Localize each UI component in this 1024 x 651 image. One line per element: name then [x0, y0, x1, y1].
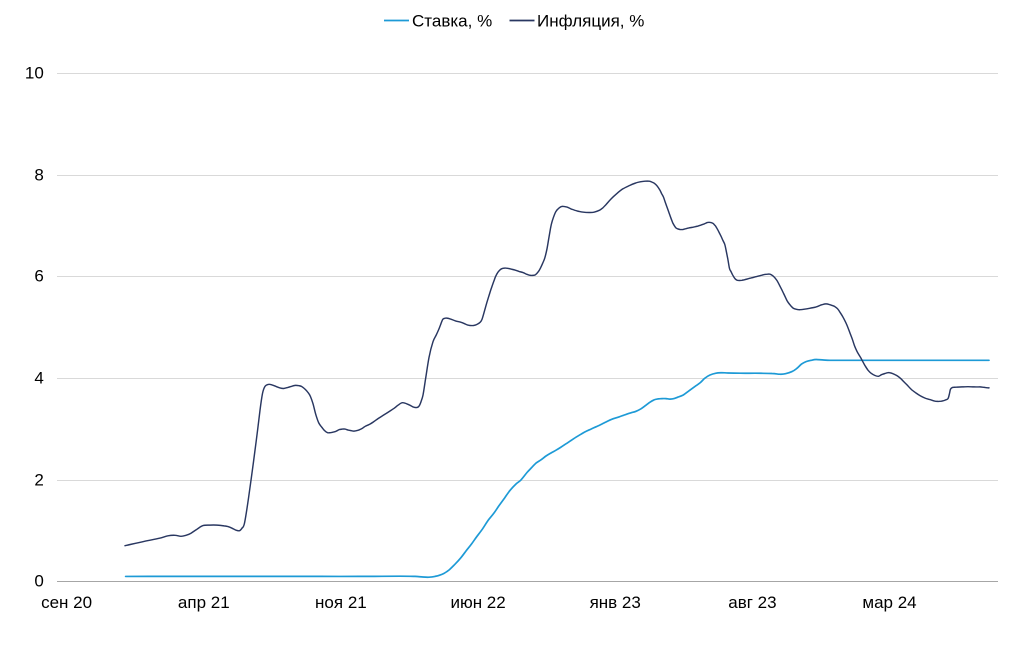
- svg-text:авг 23: авг 23: [728, 593, 776, 612]
- svg-text:мар 24: мар 24: [862, 593, 916, 612]
- svg-text:10: 10: [25, 64, 44, 83]
- svg-text:2: 2: [34, 471, 43, 490]
- svg-text:июн 22: июн 22: [450, 593, 505, 612]
- svg-text:апр 21: апр 21: [178, 593, 230, 612]
- svg-text:8: 8: [34, 166, 43, 185]
- svg-text:Ставка, %: Ставка, %: [412, 12, 492, 31]
- svg-text:сен 20: сен 20: [41, 593, 92, 612]
- svg-text:6: 6: [34, 267, 43, 286]
- svg-text:0: 0: [34, 572, 43, 591]
- svg-text:Инфляция, %: Инфляция, %: [537, 12, 644, 31]
- svg-text:янв 23: янв 23: [590, 593, 641, 612]
- svg-text:4: 4: [34, 369, 43, 388]
- svg-text:ноя 21: ноя 21: [315, 593, 367, 612]
